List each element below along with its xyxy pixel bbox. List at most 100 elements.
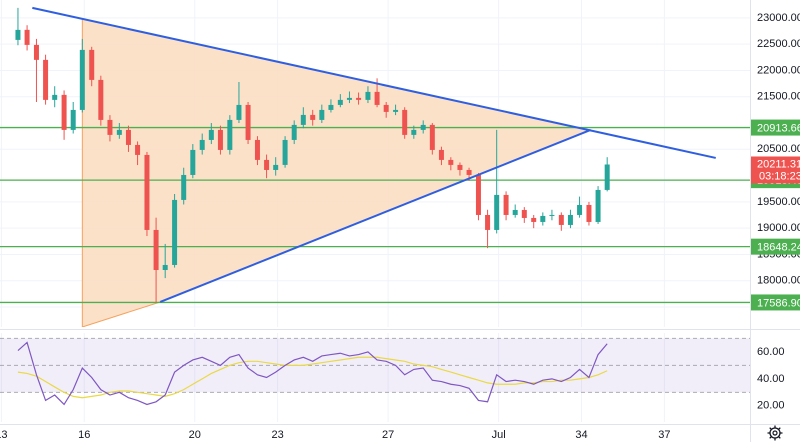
candle-body xyxy=(144,154,150,230)
candle-body xyxy=(429,124,435,150)
candle-body xyxy=(135,144,141,155)
candle-body xyxy=(383,104,389,112)
y-tick-label: 20500.00 xyxy=(757,143,800,155)
price-pane xyxy=(0,0,750,327)
candle-body xyxy=(79,49,85,110)
x-tick-label: 34 xyxy=(575,429,587,441)
candle-body xyxy=(365,91,371,100)
candle-body xyxy=(98,79,104,120)
candle-body xyxy=(503,194,509,215)
rsi-tick-label: 20.00 xyxy=(757,400,785,412)
triangle-fill xyxy=(82,18,591,327)
triangle-edge xyxy=(82,301,161,327)
candle-body xyxy=(52,94,58,100)
candle-body xyxy=(273,164,279,170)
candle-body xyxy=(567,214,573,225)
y-tick-label: 21500.00 xyxy=(757,91,800,103)
y-tick-label: 22500.00 xyxy=(757,38,800,50)
candle-body xyxy=(245,104,251,140)
candle-body xyxy=(153,229,159,271)
candle-body xyxy=(190,149,196,175)
y-tick-label: 23000.00 xyxy=(757,12,800,24)
candle-body xyxy=(448,159,454,165)
axes: 23000.00 22500.00 22000.00 21500.00 20500.00… xyxy=(0,12,800,441)
candle-body xyxy=(595,189,601,222)
rsi-tick-label: 40.00 xyxy=(757,373,785,385)
candle-body xyxy=(172,199,178,265)
candle-body xyxy=(531,217,537,222)
candle-body xyxy=(310,114,316,120)
y-tick-label: 22000.00 xyxy=(757,64,800,76)
candle-body xyxy=(586,204,592,222)
rsi-tick-label: 60.00 xyxy=(757,346,785,358)
candle-body xyxy=(208,129,214,140)
candle-body xyxy=(236,104,242,120)
candle-body xyxy=(374,91,380,105)
rsi-line xyxy=(17,341,608,406)
candle-body xyxy=(604,164,610,190)
candle-body xyxy=(43,59,49,100)
trendline xyxy=(159,128,591,303)
candle-body xyxy=(162,264,168,271)
candle-body xyxy=(61,94,67,130)
candle-body xyxy=(346,97,352,100)
candle-body xyxy=(125,129,131,145)
candle-body xyxy=(291,124,297,140)
x-tick-label: 13 xyxy=(0,429,8,441)
level-label-box xyxy=(751,294,800,311)
candle-body xyxy=(411,129,417,135)
x-tick-label: 16 xyxy=(78,429,90,441)
settings-icon[interactable] xyxy=(767,425,783,441)
candle-body xyxy=(540,215,546,222)
candle-body xyxy=(181,174,187,200)
level-label-box xyxy=(751,238,800,255)
rsi-pane xyxy=(0,333,750,422)
candle-body xyxy=(116,129,122,135)
level-label-box xyxy=(751,119,800,136)
candle-body xyxy=(549,214,555,216)
candle-body xyxy=(254,139,260,160)
candle-body xyxy=(217,129,223,150)
candle-body xyxy=(227,119,233,150)
candle-body xyxy=(494,194,500,230)
level-label: 20913.66 xyxy=(757,122,800,134)
last-price-label: 20211.31 xyxy=(757,158,800,170)
candle-body xyxy=(328,104,334,110)
x-tick-label: 37 xyxy=(658,429,670,441)
y-tick-label: 19500.00 xyxy=(757,196,800,208)
trendline xyxy=(32,6,716,159)
candle-body xyxy=(457,164,463,170)
candle-body xyxy=(577,204,583,215)
x-tick-label: Jul xyxy=(492,429,506,441)
x-tick-label: 23 xyxy=(271,429,283,441)
candle-body xyxy=(420,124,426,130)
candle-body xyxy=(475,174,481,215)
candle-body xyxy=(356,97,362,100)
candle-body xyxy=(300,114,306,125)
candle-body xyxy=(264,159,270,170)
candle-body xyxy=(485,214,491,230)
rsi-ma-line xyxy=(17,356,608,399)
candle-body xyxy=(70,109,76,130)
last-price-box xyxy=(751,156,800,184)
candle-body xyxy=(521,209,527,218)
candle-body xyxy=(107,119,113,135)
candle-body xyxy=(282,139,288,165)
candle-body xyxy=(15,29,21,40)
x-tick-label: 27 xyxy=(382,429,394,441)
candle-body xyxy=(558,214,564,225)
level-label: 17586.90 xyxy=(757,297,800,309)
candle-body xyxy=(402,109,408,135)
candle-body xyxy=(33,44,39,60)
candle-body xyxy=(466,169,472,175)
candle-body xyxy=(24,29,30,45)
y-tick-label: 19000.00 xyxy=(757,222,800,234)
level-label: 18648.24 xyxy=(757,242,800,254)
candle-body xyxy=(319,109,325,120)
candle-body xyxy=(199,139,205,150)
candle-body xyxy=(337,99,343,105)
candle-body xyxy=(438,149,444,160)
candle-body xyxy=(393,109,399,112)
